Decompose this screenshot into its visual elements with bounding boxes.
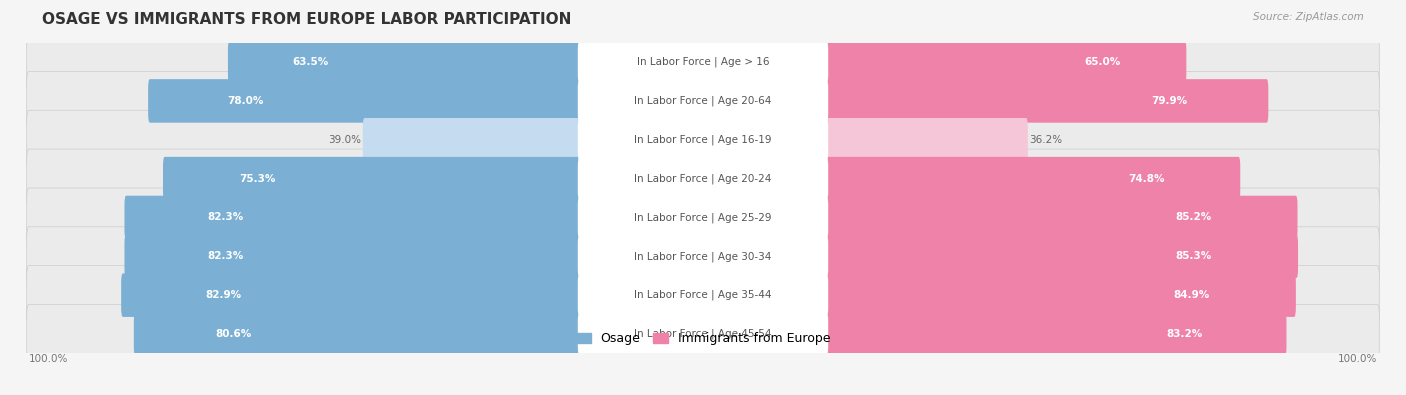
Text: In Labor Force | Age 20-64: In Labor Force | Age 20-64	[634, 96, 772, 106]
FancyBboxPatch shape	[27, 227, 1379, 286]
Text: 79.9%: 79.9%	[1152, 96, 1188, 106]
Text: 80.6%: 80.6%	[215, 329, 252, 339]
FancyBboxPatch shape	[27, 110, 1379, 169]
Text: In Labor Force | Age 45-54: In Labor Force | Age 45-54	[634, 329, 772, 339]
FancyBboxPatch shape	[134, 312, 581, 356]
FancyBboxPatch shape	[148, 79, 581, 123]
Text: 78.0%: 78.0%	[228, 96, 263, 106]
Text: In Labor Force | Age 35-44: In Labor Force | Age 35-44	[634, 290, 772, 301]
FancyBboxPatch shape	[125, 235, 581, 278]
Text: 63.5%: 63.5%	[292, 57, 329, 67]
Text: 75.3%: 75.3%	[239, 174, 276, 184]
Text: 83.2%: 83.2%	[1166, 329, 1202, 339]
FancyBboxPatch shape	[578, 81, 828, 121]
FancyBboxPatch shape	[27, 32, 1379, 92]
FancyBboxPatch shape	[578, 158, 828, 199]
Text: 100.0%: 100.0%	[1339, 354, 1378, 364]
Text: 85.2%: 85.2%	[1175, 213, 1212, 222]
Text: 74.8%: 74.8%	[1128, 174, 1164, 184]
FancyBboxPatch shape	[825, 79, 1268, 123]
FancyBboxPatch shape	[578, 120, 828, 160]
FancyBboxPatch shape	[578, 42, 828, 82]
Text: Source: ZipAtlas.com: Source: ZipAtlas.com	[1253, 12, 1364, 22]
FancyBboxPatch shape	[27, 71, 1379, 130]
Text: 100.0%: 100.0%	[28, 354, 67, 364]
FancyBboxPatch shape	[363, 118, 581, 162]
Text: 84.9%: 84.9%	[1174, 290, 1211, 300]
Text: 65.0%: 65.0%	[1084, 57, 1121, 67]
Text: In Labor Force | Age 20-24: In Labor Force | Age 20-24	[634, 173, 772, 184]
FancyBboxPatch shape	[825, 118, 1028, 162]
FancyBboxPatch shape	[578, 275, 828, 315]
Text: In Labor Force | Age 16-19: In Labor Force | Age 16-19	[634, 135, 772, 145]
FancyBboxPatch shape	[27, 305, 1379, 363]
FancyBboxPatch shape	[825, 40, 1187, 84]
FancyBboxPatch shape	[121, 273, 581, 317]
FancyBboxPatch shape	[27, 149, 1379, 208]
FancyBboxPatch shape	[27, 266, 1379, 325]
Text: In Labor Force | Age 25-29: In Labor Force | Age 25-29	[634, 212, 772, 223]
FancyBboxPatch shape	[228, 40, 581, 84]
Text: 82.3%: 82.3%	[208, 251, 245, 261]
Text: 39.0%: 39.0%	[328, 135, 361, 145]
FancyBboxPatch shape	[825, 312, 1286, 356]
Text: 85.3%: 85.3%	[1175, 251, 1212, 261]
Text: 82.9%: 82.9%	[205, 290, 242, 300]
Text: 36.2%: 36.2%	[1029, 135, 1063, 145]
Legend: Osage, Immigrants from Europe: Osage, Immigrants from Europe	[571, 327, 835, 350]
FancyBboxPatch shape	[163, 157, 581, 200]
FancyBboxPatch shape	[825, 235, 1298, 278]
FancyBboxPatch shape	[125, 196, 581, 239]
Text: OSAGE VS IMMIGRANTS FROM EUROPE LABOR PARTICIPATION: OSAGE VS IMMIGRANTS FROM EUROPE LABOR PA…	[42, 12, 572, 27]
FancyBboxPatch shape	[578, 197, 828, 238]
Text: In Labor Force | Age > 16: In Labor Force | Age > 16	[637, 57, 769, 67]
FancyBboxPatch shape	[825, 157, 1240, 200]
FancyBboxPatch shape	[825, 196, 1298, 239]
Text: 82.3%: 82.3%	[208, 213, 245, 222]
FancyBboxPatch shape	[825, 273, 1296, 317]
FancyBboxPatch shape	[578, 236, 828, 276]
FancyBboxPatch shape	[27, 188, 1379, 247]
Text: In Labor Force | Age 30-34: In Labor Force | Age 30-34	[634, 251, 772, 261]
FancyBboxPatch shape	[578, 314, 828, 354]
